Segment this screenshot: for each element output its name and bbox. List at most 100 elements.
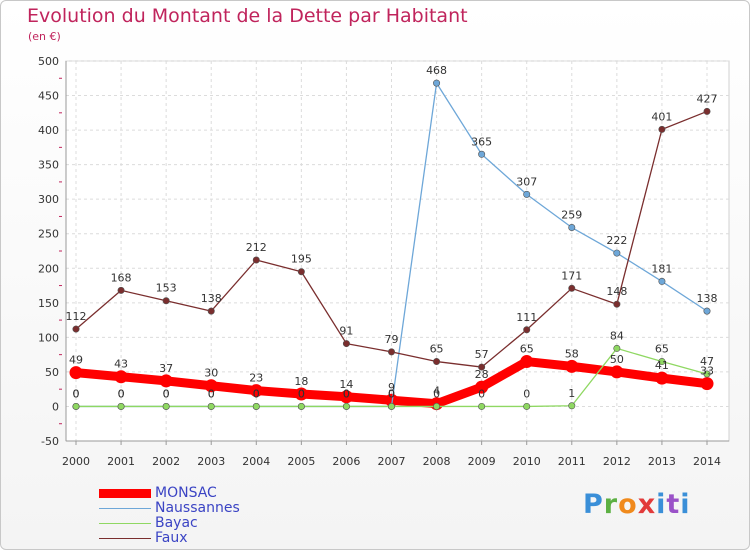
data-point-faux bbox=[342, 340, 350, 348]
y-tick-label: 100 bbox=[38, 331, 59, 344]
x-tick-label: 2004 bbox=[242, 455, 270, 468]
data-point-bayac bbox=[117, 402, 125, 410]
x-tick-label: 2006 bbox=[332, 455, 360, 468]
legend-label: Naussannes bbox=[155, 500, 240, 516]
data-point-bayac bbox=[523, 402, 531, 410]
x-tick-label: 2013 bbox=[648, 455, 676, 468]
data-point-naussannes bbox=[478, 150, 486, 158]
x-tick-label: 2010 bbox=[513, 455, 541, 468]
data-point-naussannes bbox=[703, 307, 711, 315]
y-tick-label: 350 bbox=[38, 159, 59, 172]
data-label-monsac: 58 bbox=[565, 347, 579, 360]
data-label-faux: 427 bbox=[697, 92, 718, 105]
x-tick-label: 2005 bbox=[287, 455, 315, 468]
data-label-bayac: 0 bbox=[343, 387, 350, 400]
data-label-monsac: 23 bbox=[249, 372, 263, 385]
data-label-naussannes: 259 bbox=[561, 209, 582, 222]
y-tick-label: -50 bbox=[41, 435, 59, 448]
data-label-faux: 171 bbox=[561, 269, 582, 282]
x-tick-label: 2011 bbox=[558, 455, 586, 468]
data-point-faux bbox=[387, 348, 395, 356]
data-point-monsac bbox=[520, 355, 534, 369]
data-label-bayac: 1 bbox=[568, 387, 575, 400]
data-point-bayac bbox=[162, 402, 170, 410]
data-label-bayac: 0 bbox=[523, 387, 530, 400]
data-label-bayac: 0 bbox=[73, 387, 80, 400]
data-label-naussannes: 222 bbox=[606, 234, 627, 247]
data-point-naussannes bbox=[658, 277, 666, 285]
data-label-faux: 401 bbox=[651, 110, 672, 123]
data-point-bayac bbox=[703, 370, 711, 378]
data-label-monsac: 43 bbox=[114, 358, 128, 371]
y-tick-label: 400 bbox=[38, 124, 59, 137]
data-label-faux: 79 bbox=[385, 333, 399, 346]
x-tick-label: 2008 bbox=[423, 455, 451, 468]
data-label-naussannes: 0 bbox=[163, 387, 170, 400]
data-label-monsac: 49 bbox=[69, 354, 83, 367]
data-label-monsac: 18 bbox=[294, 375, 308, 388]
data-point-faux bbox=[568, 284, 576, 292]
data-point-faux bbox=[72, 325, 80, 333]
data-point-monsac bbox=[114, 370, 128, 384]
data-label-monsac: 33 bbox=[700, 365, 714, 378]
data-label-monsac: 41 bbox=[655, 359, 669, 372]
data-point-bayac bbox=[658, 358, 666, 366]
data-label-bayac: 0 bbox=[298, 387, 305, 400]
x-tick-label: 2002 bbox=[152, 455, 180, 468]
data-label-faux: 138 bbox=[201, 292, 222, 305]
y-tick-label: 0 bbox=[52, 400, 59, 413]
data-point-bayac bbox=[478, 402, 486, 410]
y-tick-label: 150 bbox=[38, 297, 59, 310]
x-tick-label: 2014 bbox=[693, 455, 721, 468]
data-point-monsac bbox=[385, 393, 398, 407]
data-label-faux: 65 bbox=[430, 343, 444, 356]
x-tick-label: 2012 bbox=[603, 455, 631, 468]
data-label-bayac: 0 bbox=[163, 387, 170, 400]
data-label-faux: 212 bbox=[246, 241, 267, 254]
y-tick-label: 300 bbox=[38, 193, 59, 206]
data-label-faux: 153 bbox=[156, 282, 177, 295]
data-point-bayac bbox=[207, 402, 215, 410]
data-point-faux bbox=[523, 326, 531, 334]
data-label-naussannes: 181 bbox=[651, 262, 672, 275]
data-point-bayac bbox=[342, 402, 350, 410]
data-point-monsac bbox=[204, 379, 218, 393]
data-label-bayac: 0 bbox=[253, 387, 260, 400]
legend-swatch bbox=[99, 508, 151, 509]
data-point-faux bbox=[207, 307, 215, 315]
data-label-faux: 112 bbox=[66, 310, 87, 323]
data-point-monsac bbox=[339, 390, 353, 404]
data-label-bayac: 65 bbox=[655, 343, 669, 356]
legend-swatch bbox=[99, 523, 151, 524]
x-tick-label: 2001 bbox=[107, 455, 135, 468]
x-tick-label: 2009 bbox=[468, 455, 496, 468]
y-tick-label: 250 bbox=[38, 228, 59, 241]
data-label-faux: 91 bbox=[339, 325, 353, 338]
chart-unit-label: (en €) bbox=[28, 30, 61, 43]
legend-label: Faux bbox=[155, 530, 188, 546]
data-label-naussannes: 307 bbox=[516, 175, 537, 188]
data-point-monsac bbox=[565, 359, 579, 373]
data-point-naussannes bbox=[433, 79, 441, 87]
data-point-monsac bbox=[294, 387, 308, 401]
x-tick-label: 2000 bbox=[62, 455, 90, 468]
data-point-faux bbox=[658, 125, 666, 133]
data-label-monsac: 30 bbox=[204, 367, 218, 380]
data-label-monsac: 9 bbox=[388, 381, 395, 394]
data-label-faux: 148 bbox=[606, 285, 627, 298]
data-point-faux bbox=[117, 286, 125, 294]
data-point-faux bbox=[162, 297, 170, 305]
data-label-bayac: 0 bbox=[118, 387, 125, 400]
data-point-bayac bbox=[72, 402, 80, 410]
data-point-bayac bbox=[568, 402, 576, 410]
data-label-naussannes: 468 bbox=[426, 64, 447, 77]
data-label-naussannes: 0 bbox=[118, 387, 125, 400]
data-label-naussannes: 0 bbox=[298, 387, 305, 400]
y-tick-label: 50 bbox=[45, 366, 59, 379]
chart-title: Evolution du Montant de la Dette par Hab… bbox=[27, 5, 468, 27]
data-label-monsac: 4 bbox=[433, 385, 440, 398]
data-label-bayac: 0 bbox=[433, 387, 440, 400]
y-tick-label: 200 bbox=[38, 262, 59, 275]
data-label-naussannes: 0 bbox=[208, 387, 215, 400]
